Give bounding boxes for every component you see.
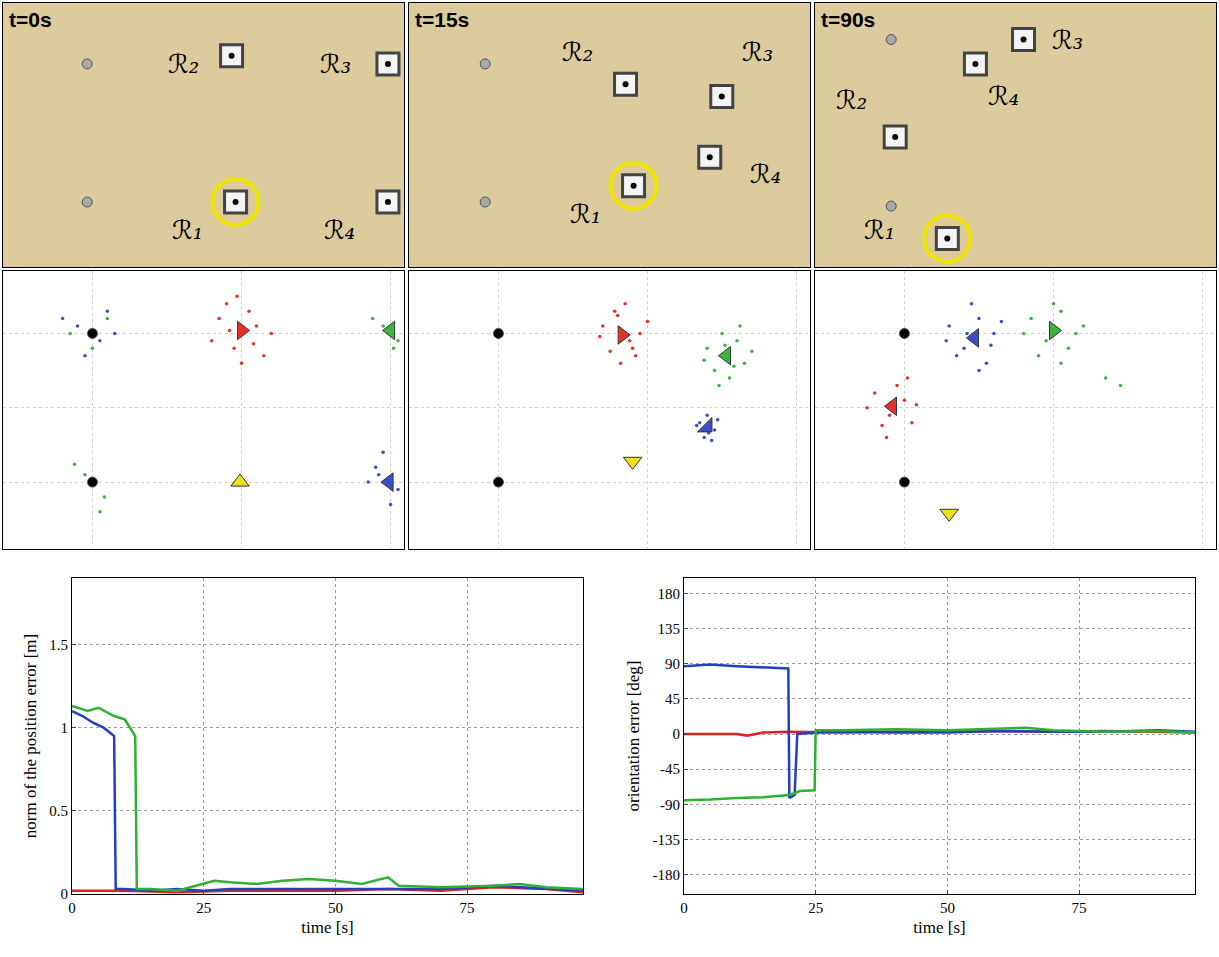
svg-text:25: 25 [808, 900, 823, 916]
svg-text:0: 0 [68, 900, 76, 916]
svg-text:t=90s: t=90s [821, 8, 875, 31]
svg-text:75: 75 [460, 900, 475, 916]
svg-text:0: 0 [61, 886, 69, 902]
svg-text:0: 0 [680, 900, 688, 916]
svg-text:-135: -135 [653, 832, 681, 848]
svg-text:ℛ₄: ℛ₄ [324, 215, 355, 245]
svg-text:norm of the position error [m]: norm of the position error [m] [21, 634, 40, 838]
svg-text:ℛ₂: ℛ₂ [836, 85, 867, 115]
svg-text:-45: -45 [660, 761, 680, 777]
svg-text:0: 0 [673, 726, 681, 742]
svg-text:-90: -90 [660, 797, 680, 813]
svg-text:t=15s: t=15s [415, 8, 469, 31]
svg-text:time [s]: time [s] [301, 918, 353, 937]
svg-text:t=0s: t=0s [9, 8, 52, 31]
svg-text:ℛ₂: ℛ₂ [562, 37, 593, 67]
svg-text:1.5: 1.5 [49, 637, 68, 653]
svg-text:90: 90 [665, 656, 680, 672]
svg-text:ℛ₄: ℛ₄ [988, 81, 1019, 111]
svg-text:ℛ₁: ℛ₁ [864, 215, 895, 245]
svg-text:50: 50 [328, 900, 343, 916]
svg-text:180: 180 [658, 586, 681, 602]
svg-text:ℛ₃: ℛ₃ [1052, 25, 1083, 55]
svg-text:0.5: 0.5 [49, 803, 68, 819]
svg-text:-180: -180 [653, 867, 681, 883]
svg-text:ℛ₂: ℛ₂ [168, 49, 199, 79]
svg-text:25: 25 [196, 900, 211, 916]
svg-text:1: 1 [61, 720, 69, 736]
svg-text:45: 45 [665, 691, 680, 707]
svg-text:ℛ₁: ℛ₁ [570, 199, 601, 229]
svg-text:ℛ₄: ℛ₄ [750, 159, 781, 189]
svg-text:time [s]: time [s] [913, 918, 965, 937]
svg-text:ℛ₁: ℛ₁ [172, 215, 203, 245]
svg-text:ℛ₃: ℛ₃ [320, 49, 351, 79]
svg-text:orientation error [deg]: orientation error [deg] [624, 660, 643, 811]
svg-text:ℛ₃: ℛ₃ [742, 37, 773, 67]
svg-text:50: 50 [940, 900, 955, 916]
svg-text:135: 135 [658, 621, 681, 637]
svg-text:75: 75 [1072, 900, 1087, 916]
